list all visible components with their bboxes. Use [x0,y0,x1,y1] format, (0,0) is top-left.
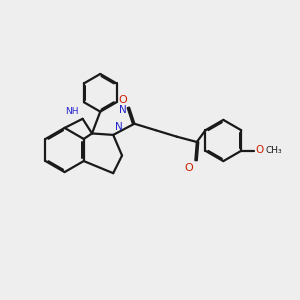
Text: O: O [118,95,127,105]
Text: NH: NH [65,107,78,116]
Text: O: O [184,163,193,173]
Text: CH₃: CH₃ [265,146,282,155]
Text: N: N [119,105,127,115]
Text: O: O [255,145,264,155]
Text: N: N [115,122,123,132]
